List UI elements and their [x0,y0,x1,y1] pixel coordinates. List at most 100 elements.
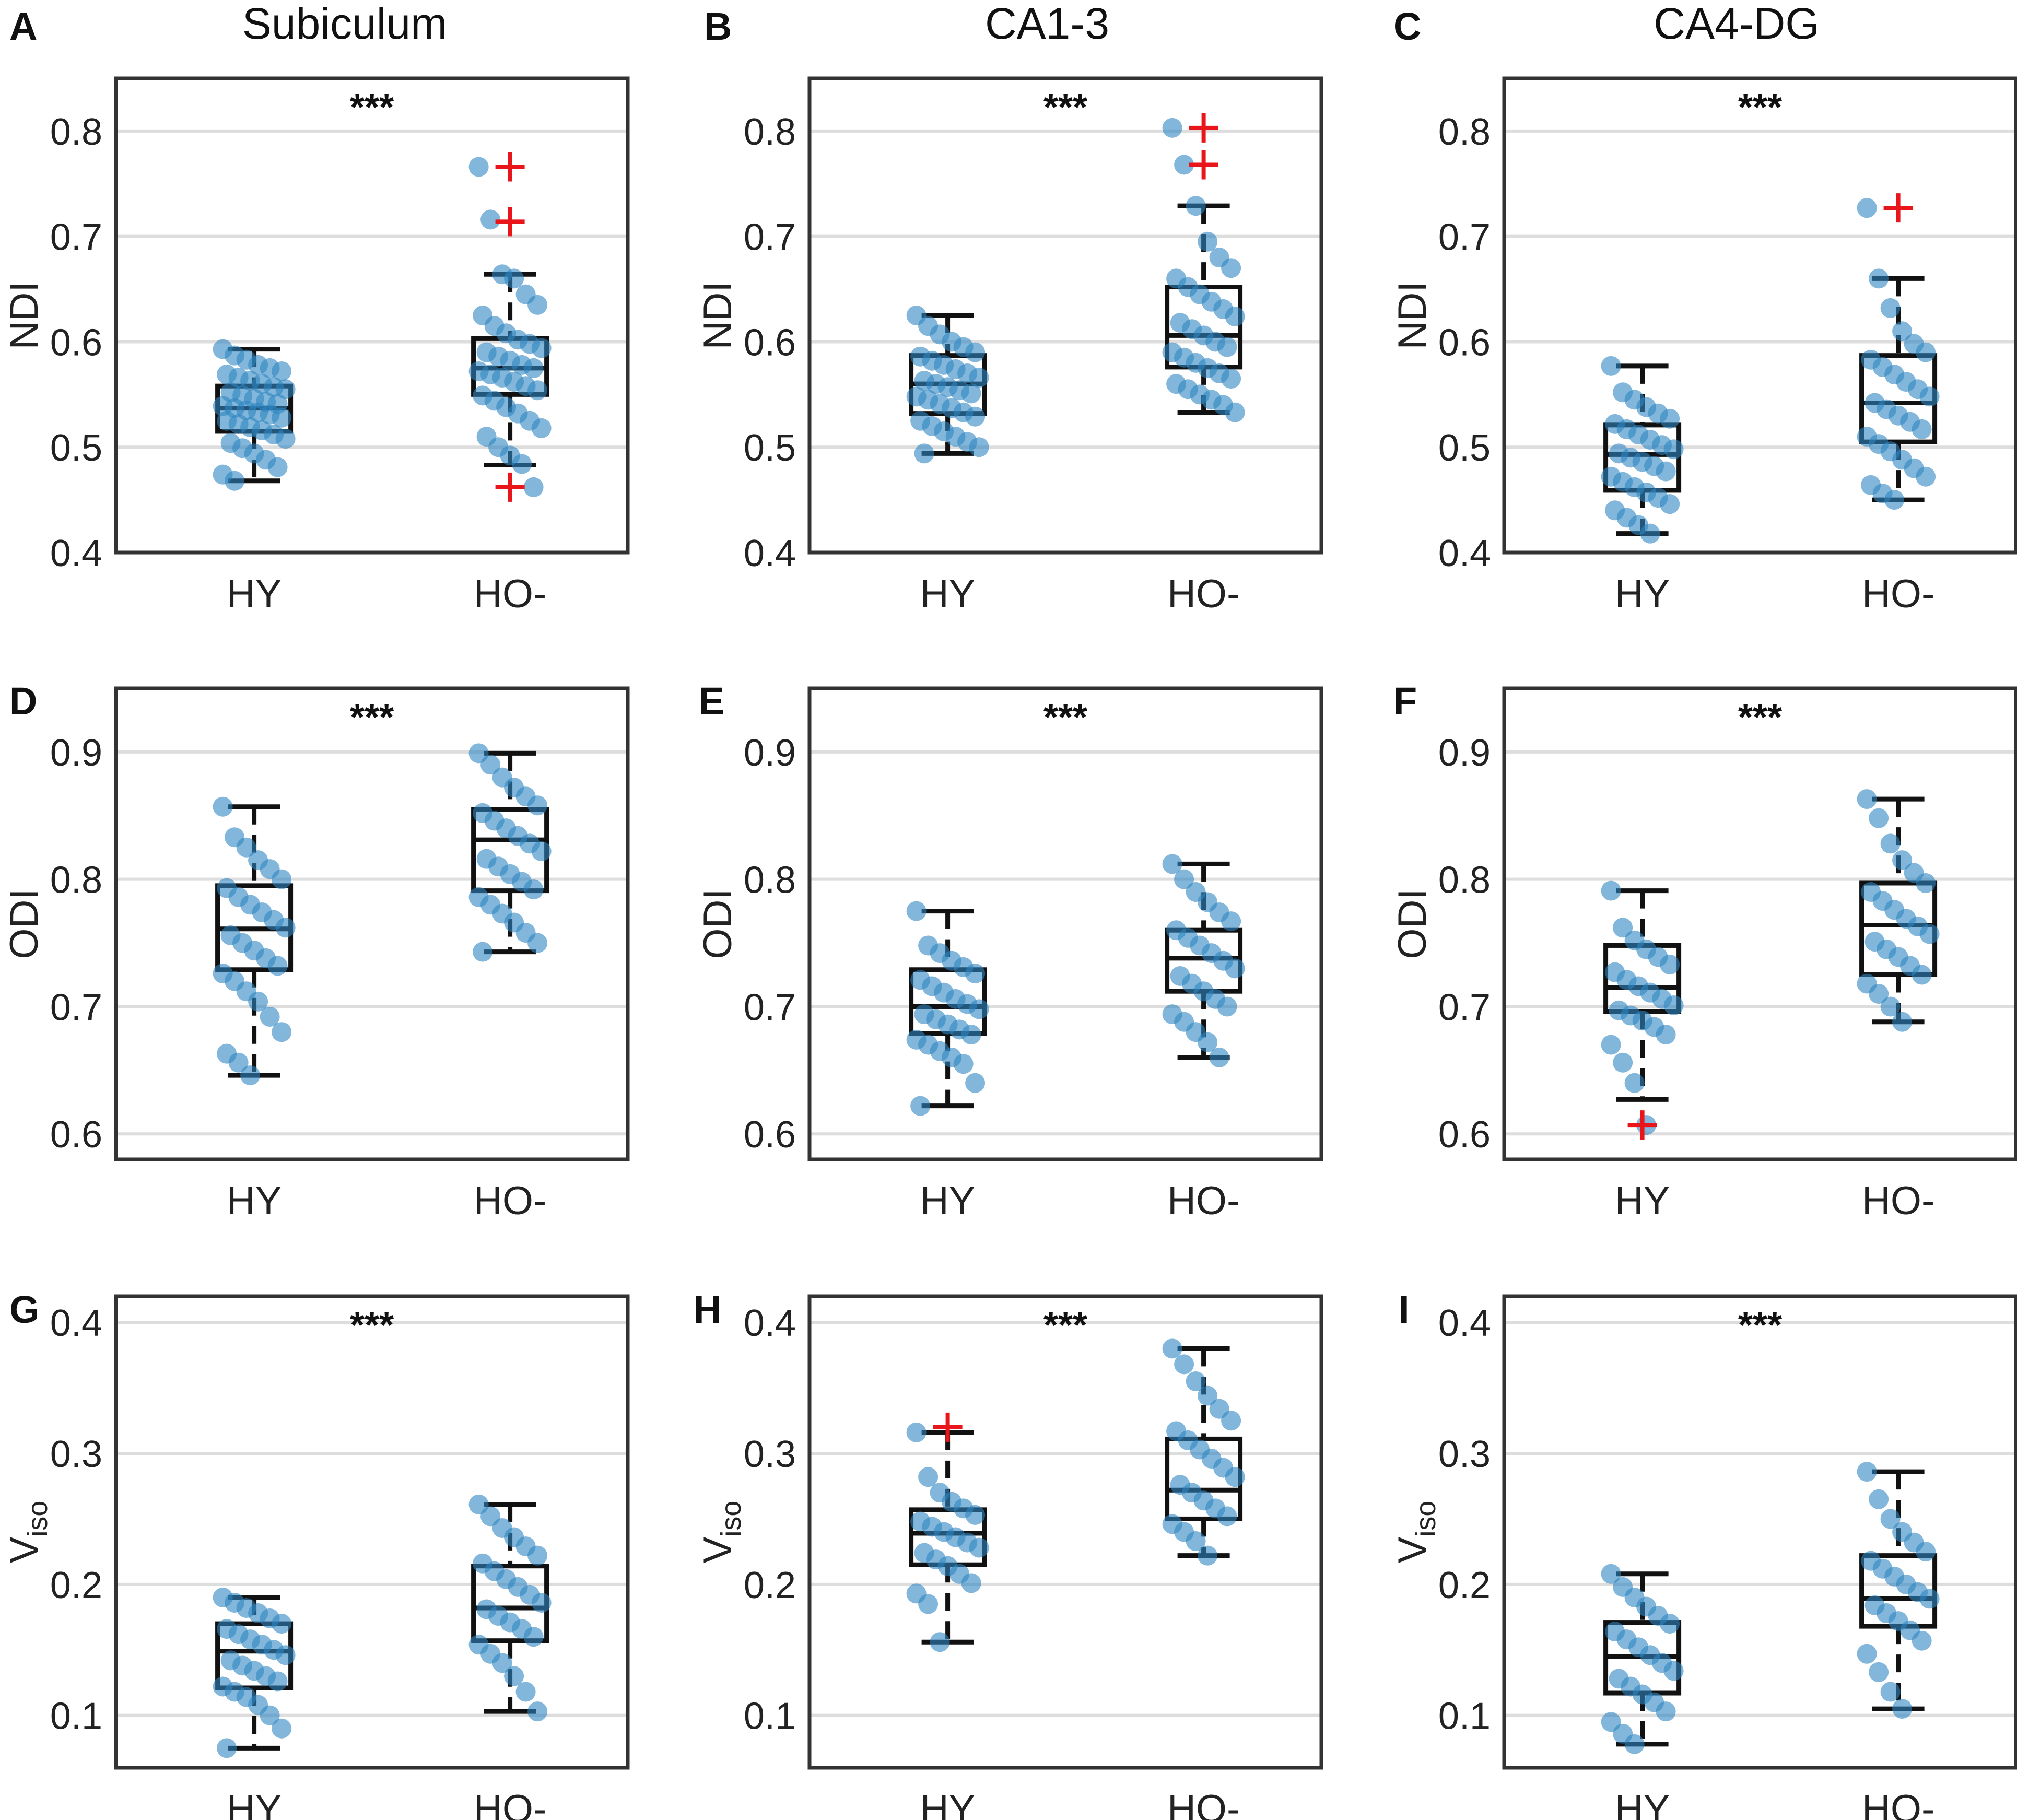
panel-a: 0.4 0.5 0.6 0.7 0.8 NDI *** HY HO- [2,76,630,616]
ytick-label: 0.8 [744,111,796,153]
data-point [914,443,934,464]
plot-frame [807,1294,1323,1770]
data-point [1624,1734,1645,1754]
ytick-label: 0.5 [744,427,796,469]
ytick-label: 0.8 [1438,860,1491,901]
data-point [213,796,233,817]
data-point [1198,1385,1218,1406]
data-point [531,418,552,438]
data-point [1186,196,1206,216]
xtick-label: HY [920,1179,976,1223]
data-point [236,837,256,858]
significance-annotation: *** [350,1305,394,1346]
xtick-label: HY [1615,572,1670,616]
y-axis-label: Viso [2,1501,53,1564]
data-point [1660,955,1680,975]
plot-frame [1502,76,2017,555]
y-axis-label-text: ODI [1390,888,1435,959]
ytick-label: 0.2 [1438,1565,1491,1606]
xtick-label: HY [920,1787,976,1820]
data-point [527,1701,548,1722]
y-axis-label: NDI [2,281,46,350]
column-title-ca4-dg: CA4-DG [1654,0,1820,48]
data-point [1221,369,1241,389]
ytick-label: 0.5 [50,427,102,469]
data-point [275,429,296,449]
data-point [275,379,296,400]
panel-d: 0.6 0.7 0.8 0.9 ODI *** HY HO- [2,686,630,1223]
xtick-label: HY [1615,1787,1670,1820]
ytick-label: 0.7 [50,987,102,1028]
data-point [272,1614,292,1634]
box-group-hy [1601,880,1684,1140]
significance-annotation: *** [1738,1305,1782,1346]
data-point [1225,1467,1245,1487]
data-point [272,869,292,889]
ytick-label: 0.1 [744,1696,796,1737]
data-point [969,368,989,388]
ytick-label: 0.9 [50,732,102,774]
data-point [1869,808,1889,828]
panel-letter-h: H [694,1288,722,1331]
data-point [1857,1462,1877,1482]
data-point [267,956,288,976]
data-point [1919,924,1940,944]
data-point [1198,1032,1218,1052]
data-point [260,1006,280,1027]
data-point [1656,1701,1676,1722]
data-point [1892,850,1913,871]
ytick-label: 0.4 [744,533,796,574]
box-group-hominus [468,1494,552,1722]
data-point [1880,996,1901,1017]
data-point [1656,461,1676,482]
ytick-label: 0.3 [744,1434,796,1475]
data-point [531,338,552,358]
xtick-label: HO- [1167,1787,1240,1820]
outlier-marker [1189,150,1218,180]
data-point [1613,1052,1633,1073]
data-point [1198,1545,1218,1566]
data-point [918,1594,939,1614]
data-point [1857,1643,1877,1664]
data-point [969,999,989,1019]
data-point [961,1025,981,1045]
outlier-marker [495,207,525,237]
data-point [1663,995,1684,1016]
y-axis-label-text: V [2,1536,46,1563]
outlier-marker [495,472,525,502]
panel-letter-b: B [704,5,732,48]
data-point [1225,402,1245,422]
ytick-label: 0.8 [50,860,102,901]
data-point [1225,307,1245,327]
plot-frame [114,1294,630,1770]
data-point [527,933,548,953]
xtick-label: HO- [1862,1179,1934,1223]
data-point [965,406,986,427]
outlier-marker [1627,1110,1657,1140]
ytick-label: 0.4 [50,1302,102,1344]
data-point [267,457,288,477]
y-axis-label-text: NDI [2,281,46,350]
data-point [1601,880,1621,901]
box-group-hy [213,339,296,491]
data-point [1880,1682,1901,1702]
outlier-marker [495,152,525,182]
data-point [1880,1509,1901,1529]
significance-annotation: *** [1738,87,1782,128]
data-point [1912,419,1932,439]
data-point [531,1592,552,1613]
y-axis-label-text: V [1390,1536,1435,1563]
ytick-label: 0.8 [50,111,102,153]
data-point [1892,321,1913,342]
y-axis-label: ODI [696,888,740,959]
data-point [1601,1564,1621,1584]
data-point [523,358,544,378]
ytick-label: 0.6 [1438,322,1491,363]
ytick-label: 0.8 [1438,111,1491,153]
data-point [480,755,501,775]
outlier-marker [1189,113,1218,143]
data-point [1174,1354,1194,1375]
box-group-hominus [1857,193,1940,510]
